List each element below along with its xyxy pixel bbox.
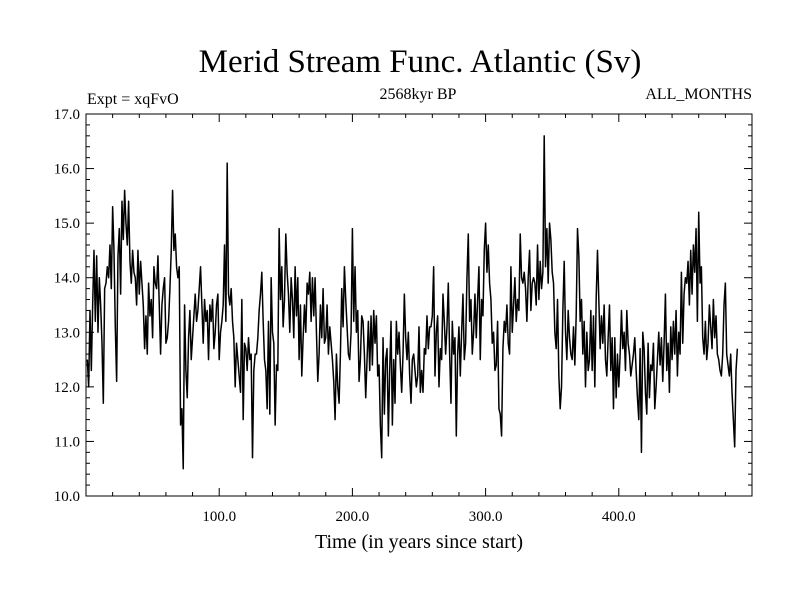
y-tick-label: 14.0 <box>54 271 80 287</box>
x-tick-label: 200.0 <box>336 509 370 525</box>
y-tick-label: 13.0 <box>54 325 80 341</box>
y-tick-label: 11.0 <box>54 434 80 450</box>
x-tick-label: 100.0 <box>202 509 236 525</box>
subtitle-period: 2568kyr BP <box>380 86 457 103</box>
axis-ticks: 10.0 11.0 12.0 13.0 14.0 15.0 16.0 17.0 100.0 200… <box>54 107 752 525</box>
series-layer <box>86 135 739 470</box>
y-tick-label: 10.0 <box>54 489 80 505</box>
y-tick-label: 12.0 <box>54 380 80 396</box>
x-tick-label: 300.0 <box>469 509 503 525</box>
plot-frame <box>85 113 753 497</box>
chart-title: Merid Stream Func. Atlantic (Sv) <box>199 44 642 80</box>
series-line <box>86 135 739 470</box>
x-axis-label: Time (in years since start) <box>315 531 523 553</box>
y-tick-label: 17.0 <box>54 107 80 123</box>
x-tick-label: 400.0 <box>602 509 636 525</box>
y-tick-label: 16.0 <box>54 162 80 178</box>
subtitle-months: ALL_MONTHS <box>645 86 752 103</box>
subtitle-experiment: Expt = xqFvO <box>87 91 179 108</box>
y-tick-label: 15.0 <box>54 216 80 232</box>
